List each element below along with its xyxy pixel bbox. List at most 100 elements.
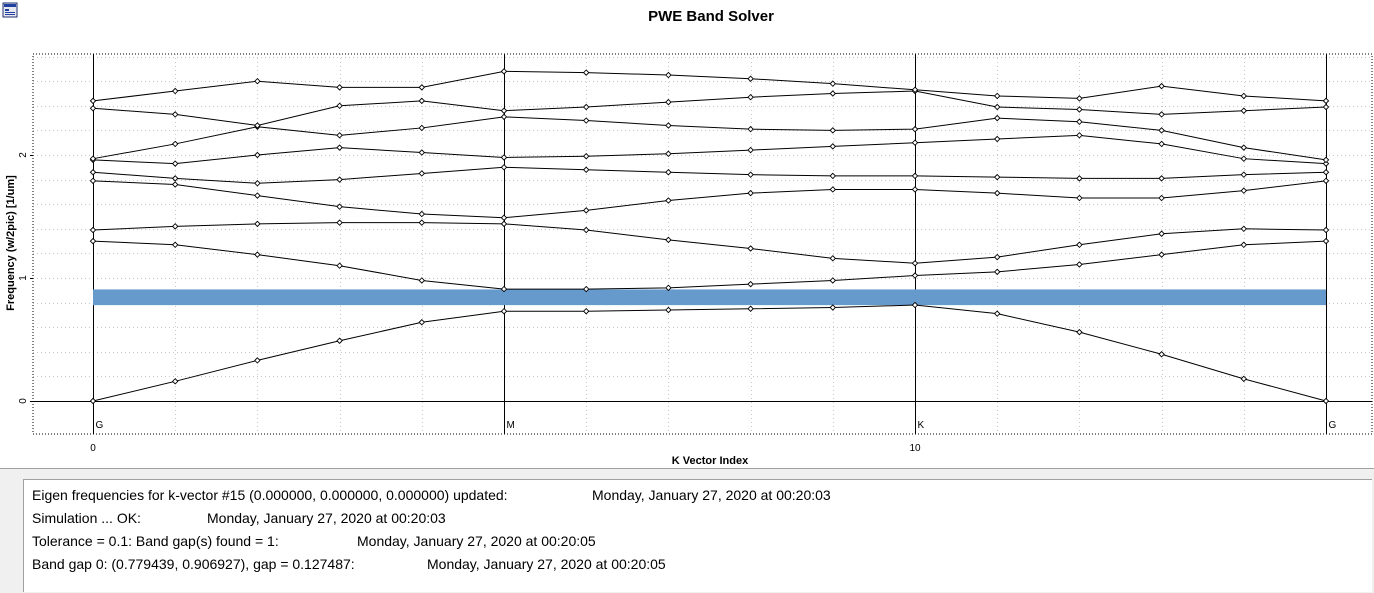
data-point (500, 307, 508, 315)
band-gap-layer (93, 289, 1326, 306)
data-point (993, 310, 1001, 317)
log-message: Tolerance = 0.1: Band gap(s) found = 1: (32, 533, 279, 549)
band-series (89, 132, 1330, 167)
band-series (89, 301, 1330, 405)
data-point (747, 305, 754, 312)
symmetry-label: G (1329, 420, 1337, 431)
data-point (993, 103, 1001, 111)
data-point (500, 214, 508, 221)
data-point (336, 132, 343, 139)
log-timestamp: Monday, January 27, 2020 at 00:20:05 (357, 533, 596, 549)
data-point (1322, 103, 1330, 111)
data-point (1240, 241, 1248, 249)
band-line (92, 304, 1327, 402)
band-line (92, 116, 1327, 161)
data-point (829, 127, 837, 134)
data-point (911, 86, 919, 94)
data-point (665, 284, 672, 292)
data-point (1076, 328, 1083, 336)
band-series (89, 68, 1330, 105)
data-point (582, 285, 590, 293)
data-point (1322, 97, 1330, 105)
data-point (1322, 237, 1330, 245)
data-point (1076, 95, 1083, 102)
data-point (1076, 132, 1083, 139)
data-point (582, 307, 590, 315)
data-point (89, 397, 97, 405)
data-point (993, 135, 1001, 143)
data-point (747, 189, 754, 197)
band-gap-rect (93, 289, 1326, 306)
data-point (254, 220, 261, 228)
data-point (911, 301, 919, 309)
band-series (89, 164, 1330, 187)
data-point (254, 180, 261, 187)
log-message: Simulation ... OK: (32, 510, 141, 526)
data-point (747, 93, 754, 101)
data-point (500, 164, 508, 171)
data-point (1076, 175, 1083, 182)
data-point (336, 102, 343, 110)
x-axis-label: K Vector Index (672, 455, 749, 467)
data-point (993, 253, 1001, 261)
data-point (89, 168, 97, 176)
data-point (582, 152, 590, 160)
series-layer (89, 68, 1330, 405)
data-point (582, 69, 590, 76)
data-point (747, 280, 754, 288)
data-point (1240, 92, 1248, 100)
data-point (829, 255, 837, 262)
band-series (89, 219, 1330, 267)
data-point (500, 220, 508, 228)
symmetry-label: M (507, 420, 515, 431)
data-point (665, 168, 672, 176)
app-window-icon[interactable] (2, 2, 18, 18)
data-point (89, 237, 97, 245)
band-line (92, 134, 1327, 165)
data-point (1240, 107, 1248, 114)
data-point (829, 277, 837, 284)
data-point (1158, 111, 1165, 118)
data-point (418, 124, 426, 132)
data-point (582, 226, 590, 234)
data-point (171, 111, 179, 118)
log-line: Tolerance = 0.1: Band gap(s) found = 1: … (32, 533, 596, 555)
data-point (911, 172, 919, 180)
data-point (829, 172, 837, 180)
data-point (1322, 226, 1330, 234)
data-point (418, 84, 426, 91)
data-point (665, 71, 672, 79)
data-point (665, 150, 672, 158)
data-point (89, 155, 97, 162)
log-output[interactable]: Eigen frequencies for k-vector #15 (0.00… (23, 479, 1372, 592)
data-point (418, 210, 426, 218)
data-point (1158, 82, 1165, 90)
data-point (1322, 156, 1330, 164)
data-point (829, 90, 837, 97)
data-point (1076, 118, 1083, 126)
data-point (171, 160, 179, 167)
y-tick-label: 1 (18, 275, 29, 281)
data-point (500, 113, 508, 121)
data-point (500, 68, 508, 75)
data-point (1322, 168, 1330, 176)
band-line (92, 222, 1327, 264)
y-axis-label: Frequency (w/2pic) [1/um] (5, 175, 17, 311)
data-point (747, 245, 754, 252)
data-point (1076, 261, 1083, 268)
data-point (418, 219, 426, 226)
data-point (1158, 351, 1165, 358)
data-point (254, 357, 261, 364)
data-point (1158, 194, 1165, 202)
log-message: Eigen frequencies for k-vector #15 (0.00… (32, 487, 508, 503)
data-point (911, 186, 919, 193)
x-tick-label: 0 (90, 443, 96, 454)
data-point (665, 98, 672, 106)
data-point (582, 117, 590, 124)
log-message: Band gap 0: (0.779439, 0.906927), gap = … (32, 556, 355, 572)
data-point (582, 103, 590, 111)
data-point (1240, 144, 1248, 151)
tick-layer: G M K G 0 1 2 0 10 (18, 152, 1337, 454)
data-point (254, 151, 261, 159)
